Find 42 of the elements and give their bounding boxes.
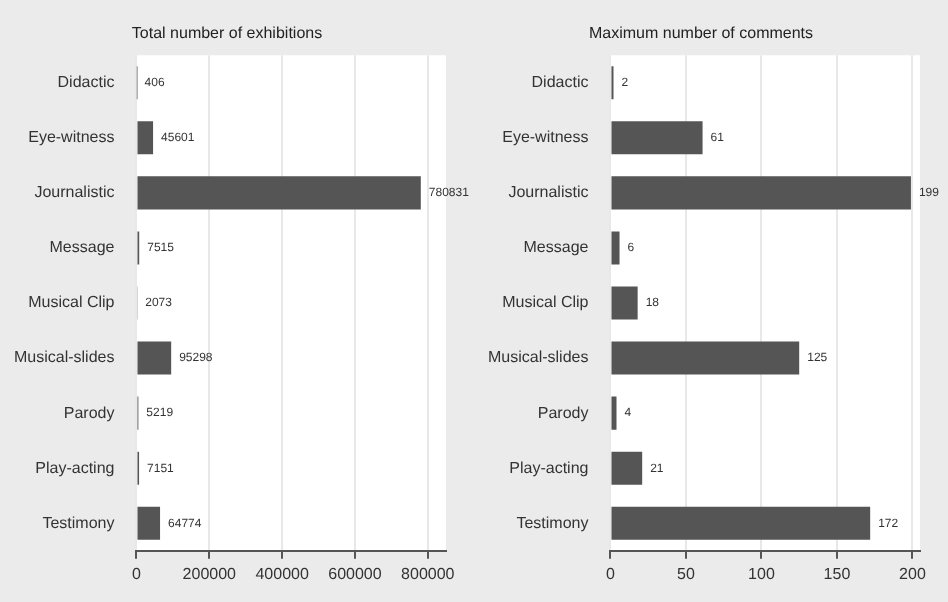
x-tick-label: 50 [677, 564, 696, 583]
chart-title: Maximum number of comments [588, 24, 814, 43]
bar [611, 176, 911, 210]
y-tick-label: Didactic [57, 73, 115, 92]
bar [137, 506, 161, 540]
y-tick-label: Play-acting [509, 458, 589, 477]
y-tick-label: Parody [537, 403, 589, 422]
y-tick-label: Eye-witness [28, 128, 115, 147]
y-tick-label: Musical-slides [14, 348, 115, 367]
y-tick-label: Testimony [516, 513, 589, 532]
bar [611, 286, 638, 320]
x-tick-label: 200000 [182, 564, 238, 583]
x-tick-label: 100 [748, 564, 776, 583]
y-tick-label: Didactic [531, 73, 589, 92]
y-tick-label: Message [49, 238, 116, 257]
bar [137, 121, 154, 155]
x-tick-label: 0 [606, 564, 617, 583]
bar [137, 176, 421, 210]
bar [611, 341, 800, 375]
y-tick-label: Musical Clip [502, 293, 590, 312]
y-tick-label: Eye-witness [502, 128, 589, 147]
bar [611, 231, 620, 265]
y-tick-label: Journalistic [34, 183, 115, 202]
bar [611, 396, 617, 430]
x-tick-label: 0 [132, 564, 143, 583]
chart-title: Total number of exhibitions [131, 24, 323, 43]
y-tick-label: Parody [63, 403, 115, 422]
y-tick-label: Testimony [42, 513, 115, 532]
x-tick-label: 150 [823, 564, 852, 583]
y-tick-label: Journalistic [508, 183, 589, 202]
x-tick-label: 600000 [328, 564, 383, 583]
bar [137, 341, 172, 375]
y-tick-label: Musical Clip [28, 293, 116, 312]
bar [611, 121, 703, 155]
x-tick-label: 200 [899, 564, 927, 583]
y-tick-label: Message [523, 238, 590, 257]
bar [611, 506, 871, 540]
bar [611, 451, 643, 485]
y-tick-label: Musical-slides [488, 348, 589, 367]
x-tick-label: 800000 [401, 564, 456, 583]
y-tick-label: Play-acting [35, 458, 115, 477]
x-tick-label: 400000 [255, 564, 310, 583]
